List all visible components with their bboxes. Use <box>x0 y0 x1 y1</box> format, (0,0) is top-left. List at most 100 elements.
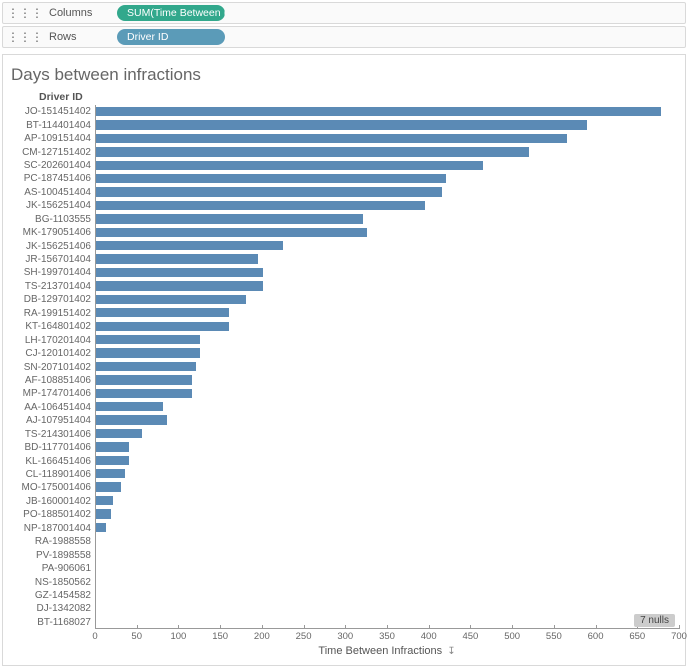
x-tick-mark <box>178 625 179 629</box>
bar[interactable] <box>96 120 587 129</box>
bar-row <box>96 547 679 560</box>
x-tick-mark <box>387 625 388 629</box>
bar-row <box>96 360 679 373</box>
x-tick-label: 650 <box>629 631 645 642</box>
x-tick-mark <box>304 625 305 629</box>
bar-row <box>96 199 679 212</box>
bar[interactable] <box>96 214 363 223</box>
shelves-panel: ⋮⋮⋮ Columns SUM(Time Between I.. ⋮⋮⋮ Row… <box>0 0 688 52</box>
bar[interactable] <box>96 147 529 156</box>
chart-title: Days between infractions <box>9 65 679 85</box>
bar-row <box>96 266 679 279</box>
bar[interactable] <box>96 389 192 398</box>
x-tick-mark <box>470 625 471 629</box>
bar[interactable] <box>96 523 106 532</box>
bar[interactable] <box>96 429 142 438</box>
bar-row <box>96 373 679 386</box>
bar[interactable] <box>96 348 200 357</box>
bar[interactable] <box>96 482 121 491</box>
x-tick-mark <box>262 625 263 629</box>
x-tick-mark <box>679 625 680 629</box>
x-axis-title: Time Between Infractions ↧ <box>95 645 679 657</box>
bar-row <box>96 293 679 306</box>
x-tick-label: 700 <box>671 631 687 642</box>
bar[interactable] <box>96 375 192 384</box>
bar[interactable] <box>96 362 196 371</box>
y-label: KL-166451406 <box>9 454 95 467</box>
bar-row <box>96 333 679 346</box>
y-label: CL-118901406 <box>9 468 95 481</box>
y-label: CM-127151402 <box>9 145 95 158</box>
bar-row <box>96 534 679 547</box>
y-label: PC-187451406 <box>9 172 95 185</box>
y-label: LH-170201404 <box>9 333 95 346</box>
y-label: SH-199701404 <box>9 266 95 279</box>
x-tick-mark <box>429 625 430 629</box>
bar-row <box>96 118 679 131</box>
x-axis: 0501001502002503003504004505005506006507… <box>9 629 679 643</box>
x-tick-label: 50 <box>131 631 142 642</box>
nulls-badge[interactable]: 7 nulls <box>634 614 675 627</box>
columns-shelf[interactable]: ⋮⋮⋮ Columns SUM(Time Between I.. <box>2 2 686 24</box>
bar[interactable] <box>96 187 442 196</box>
x-tick-label: 350 <box>379 631 395 642</box>
y-label: JK-156251406 <box>9 239 95 252</box>
x-axis-ticks: 0501001502002503003504004505005506006507… <box>95 629 679 643</box>
bar-row <box>96 132 679 145</box>
bar[interactable] <box>96 308 229 317</box>
bar[interactable] <box>96 228 367 237</box>
bar-row <box>96 467 679 480</box>
y-label: BD-117701406 <box>9 441 95 454</box>
x-tick-label: 150 <box>212 631 228 642</box>
bar[interactable] <box>96 161 483 170</box>
bar[interactable] <box>96 268 263 277</box>
bar[interactable] <box>96 402 163 411</box>
bar[interactable] <box>96 174 446 183</box>
rows-shelf-label: Rows <box>49 31 117 43</box>
rows-handle-icon: ⋮⋮⋮ <box>7 31 43 43</box>
bar[interactable] <box>96 322 229 331</box>
bar[interactable] <box>96 201 425 210</box>
bar[interactable] <box>96 254 258 263</box>
bar-row <box>96 105 679 118</box>
y-label: RA-1988558 <box>9 535 95 548</box>
bar[interactable] <box>96 335 200 344</box>
x-tick-mark <box>220 625 221 629</box>
rows-pill[interactable]: Driver ID <box>117 29 225 45</box>
y-label: BT-114401404 <box>9 118 95 131</box>
bar[interactable] <box>96 241 283 250</box>
y-label: MP-174701406 <box>9 387 95 400</box>
bar[interactable] <box>96 107 661 116</box>
bar[interactable] <box>96 281 263 290</box>
rows-shelf[interactable]: ⋮⋮⋮ Rows Driver ID <box>2 26 686 48</box>
bar-row <box>96 239 679 252</box>
bar-row <box>96 185 679 198</box>
bar-row <box>96 601 679 614</box>
x-tick-mark <box>95 625 96 629</box>
bars <box>96 105 679 628</box>
bar-row <box>96 306 679 319</box>
bar-row <box>96 320 679 333</box>
y-label: NP-187001404 <box>9 522 95 535</box>
bar[interactable] <box>96 442 129 451</box>
bar-row <box>96 145 679 158</box>
columns-pill[interactable]: SUM(Time Between I.. <box>117 5 225 21</box>
bar-row <box>96 279 679 292</box>
bar[interactable] <box>96 469 125 478</box>
plot-area: JO-151451402BT-114401404AP-109151404CM-1… <box>9 105 679 629</box>
bar-row <box>96 480 679 493</box>
bar[interactable] <box>96 415 167 424</box>
y-label: JK-156251404 <box>9 199 95 212</box>
bar[interactable] <box>96 134 567 143</box>
bar[interactable] <box>96 295 246 304</box>
bar[interactable] <box>96 509 111 518</box>
x-tick-label: 200 <box>254 631 270 642</box>
bar[interactable] <box>96 496 113 505</box>
bar-row <box>96 212 679 225</box>
bar-row <box>96 400 679 413</box>
y-label: BG-1103555 <box>9 213 95 226</box>
bar[interactable] <box>96 456 129 465</box>
bar-row <box>96 427 679 440</box>
columns-handle-icon: ⋮⋮⋮ <box>7 7 43 19</box>
y-label: JB-160001402 <box>9 495 95 508</box>
